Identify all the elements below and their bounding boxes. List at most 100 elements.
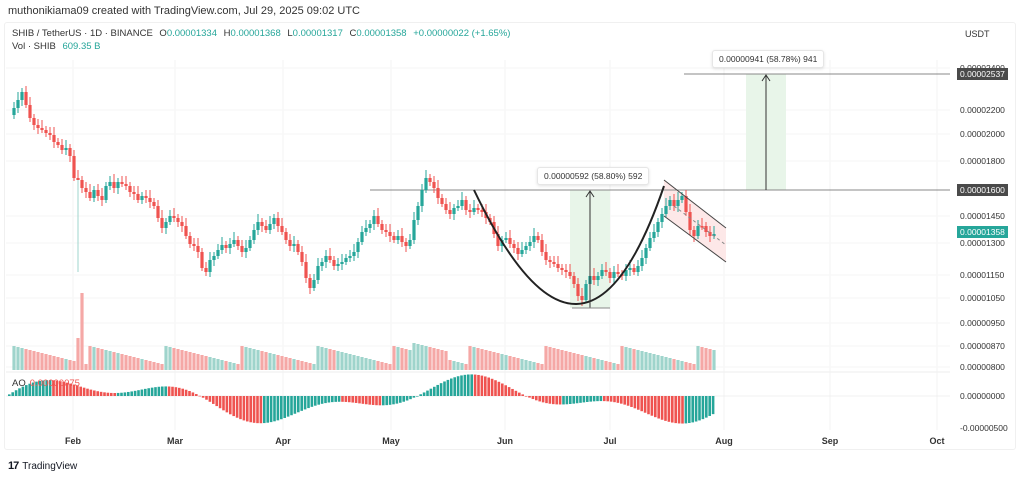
current-price-tag: 0.00001358	[957, 226, 1008, 238]
ao-bar	[630, 396, 633, 407]
volume-bar	[412, 343, 416, 370]
candle	[240, 246, 244, 252]
candle	[236, 240, 240, 246]
ao-bar	[290, 396, 293, 416]
volume-bar	[596, 359, 600, 370]
candle	[664, 206, 668, 214]
volume-bar	[296, 360, 300, 370]
ao-bar	[137, 390, 140, 396]
candle	[616, 272, 620, 274]
ao-bar	[504, 385, 507, 396]
tradingview-logo[interactable]: 17 TradingView	[8, 460, 78, 472]
ao-bar	[93, 390, 96, 396]
candle	[632, 268, 636, 272]
ao-bar	[157, 386, 161, 396]
volume-bar	[92, 347, 96, 370]
volume-bar	[472, 347, 476, 370]
ao-bar	[470, 374, 473, 396]
volume-bar	[32, 351, 36, 370]
volume-bar	[400, 348, 404, 370]
candle	[228, 244, 232, 248]
candle	[452, 208, 456, 214]
symbol-name[interactable]: SHIB / TetherUS · 1D · BINANCE	[12, 28, 153, 39]
candle	[600, 270, 604, 276]
ao-bar	[552, 396, 555, 405]
currency-label[interactable]: USDT	[965, 29, 990, 39]
candle	[152, 202, 156, 206]
candle	[700, 226, 704, 228]
ao-bar	[82, 387, 86, 396]
volume-bar	[216, 359, 220, 370]
ao-bar	[348, 396, 351, 403]
candle	[676, 200, 680, 206]
ao-bar	[412, 396, 416, 398]
candle	[520, 250, 524, 254]
candle	[568, 272, 572, 276]
volume-bar	[392, 346, 396, 370]
ao-bar	[11, 392, 14, 396]
ao-bar	[606, 396, 609, 402]
volume-bar	[76, 338, 80, 370]
volume-bar	[368, 359, 372, 370]
candle	[44, 130, 48, 133]
volume-bar	[160, 364, 164, 370]
volume-bar	[336, 351, 340, 370]
ao-bar	[637, 396, 640, 410]
ao-bar	[239, 396, 242, 420]
volume-bar	[636, 350, 640, 370]
time-axis-label: Oct	[929, 436, 945, 446]
volume-bar	[548, 347, 552, 370]
candle	[200, 252, 204, 268]
candle	[376, 216, 380, 224]
candle	[372, 216, 376, 224]
volume-bar	[536, 363, 540, 370]
candle	[36, 125, 40, 128]
ao-bar	[127, 391, 130, 396]
ao-bar	[558, 396, 562, 405]
ao-bar	[154, 387, 157, 396]
ao-bar	[327, 396, 331, 403]
candle	[516, 248, 520, 254]
volume-bar	[664, 357, 668, 370]
volume-bar	[348, 354, 352, 370]
volume-bar	[156, 363, 160, 370]
ao-bar	[664, 396, 667, 421]
volume-bar	[224, 361, 228, 370]
volume-bar	[480, 349, 484, 370]
volume-bar	[504, 355, 508, 370]
candle	[96, 190, 100, 196]
candle	[176, 218, 180, 222]
volume-bar	[248, 348, 252, 370]
ao-bar	[300, 396, 303, 411]
volume-bar	[20, 348, 24, 370]
candle	[248, 240, 252, 248]
ao-bar	[582, 396, 586, 403]
ao-bar	[133, 390, 137, 396]
ao-bar	[579, 396, 582, 403]
candle	[540, 240, 544, 252]
ao-bar	[358, 396, 361, 404]
ao-bar	[103, 392, 106, 396]
candle	[120, 182, 124, 184]
candle	[364, 228, 368, 232]
ao-bar	[620, 396, 623, 404]
channel-mid-line	[673, 205, 727, 246]
ao-bar	[195, 394, 198, 396]
volume-bar	[588, 357, 592, 370]
ao-bar	[191, 392, 195, 396]
ao-bar	[225, 396, 229, 413]
volume-bar	[420, 345, 424, 370]
ao-bar	[599, 396, 603, 402]
ao-bar	[514, 390, 518, 396]
ao-bar	[439, 383, 443, 396]
volume-bar	[560, 350, 564, 370]
ao-bar	[86, 388, 89, 396]
candle	[548, 260, 552, 262]
volume-bar	[72, 361, 76, 370]
low-value: 0.00001317	[292, 28, 343, 39]
ao-bar	[490, 378, 494, 396]
ao-bar	[473, 374, 477, 396]
ao-bar	[575, 396, 579, 404]
volume-label[interactable]: Vol · SHIB	[12, 41, 56, 52]
